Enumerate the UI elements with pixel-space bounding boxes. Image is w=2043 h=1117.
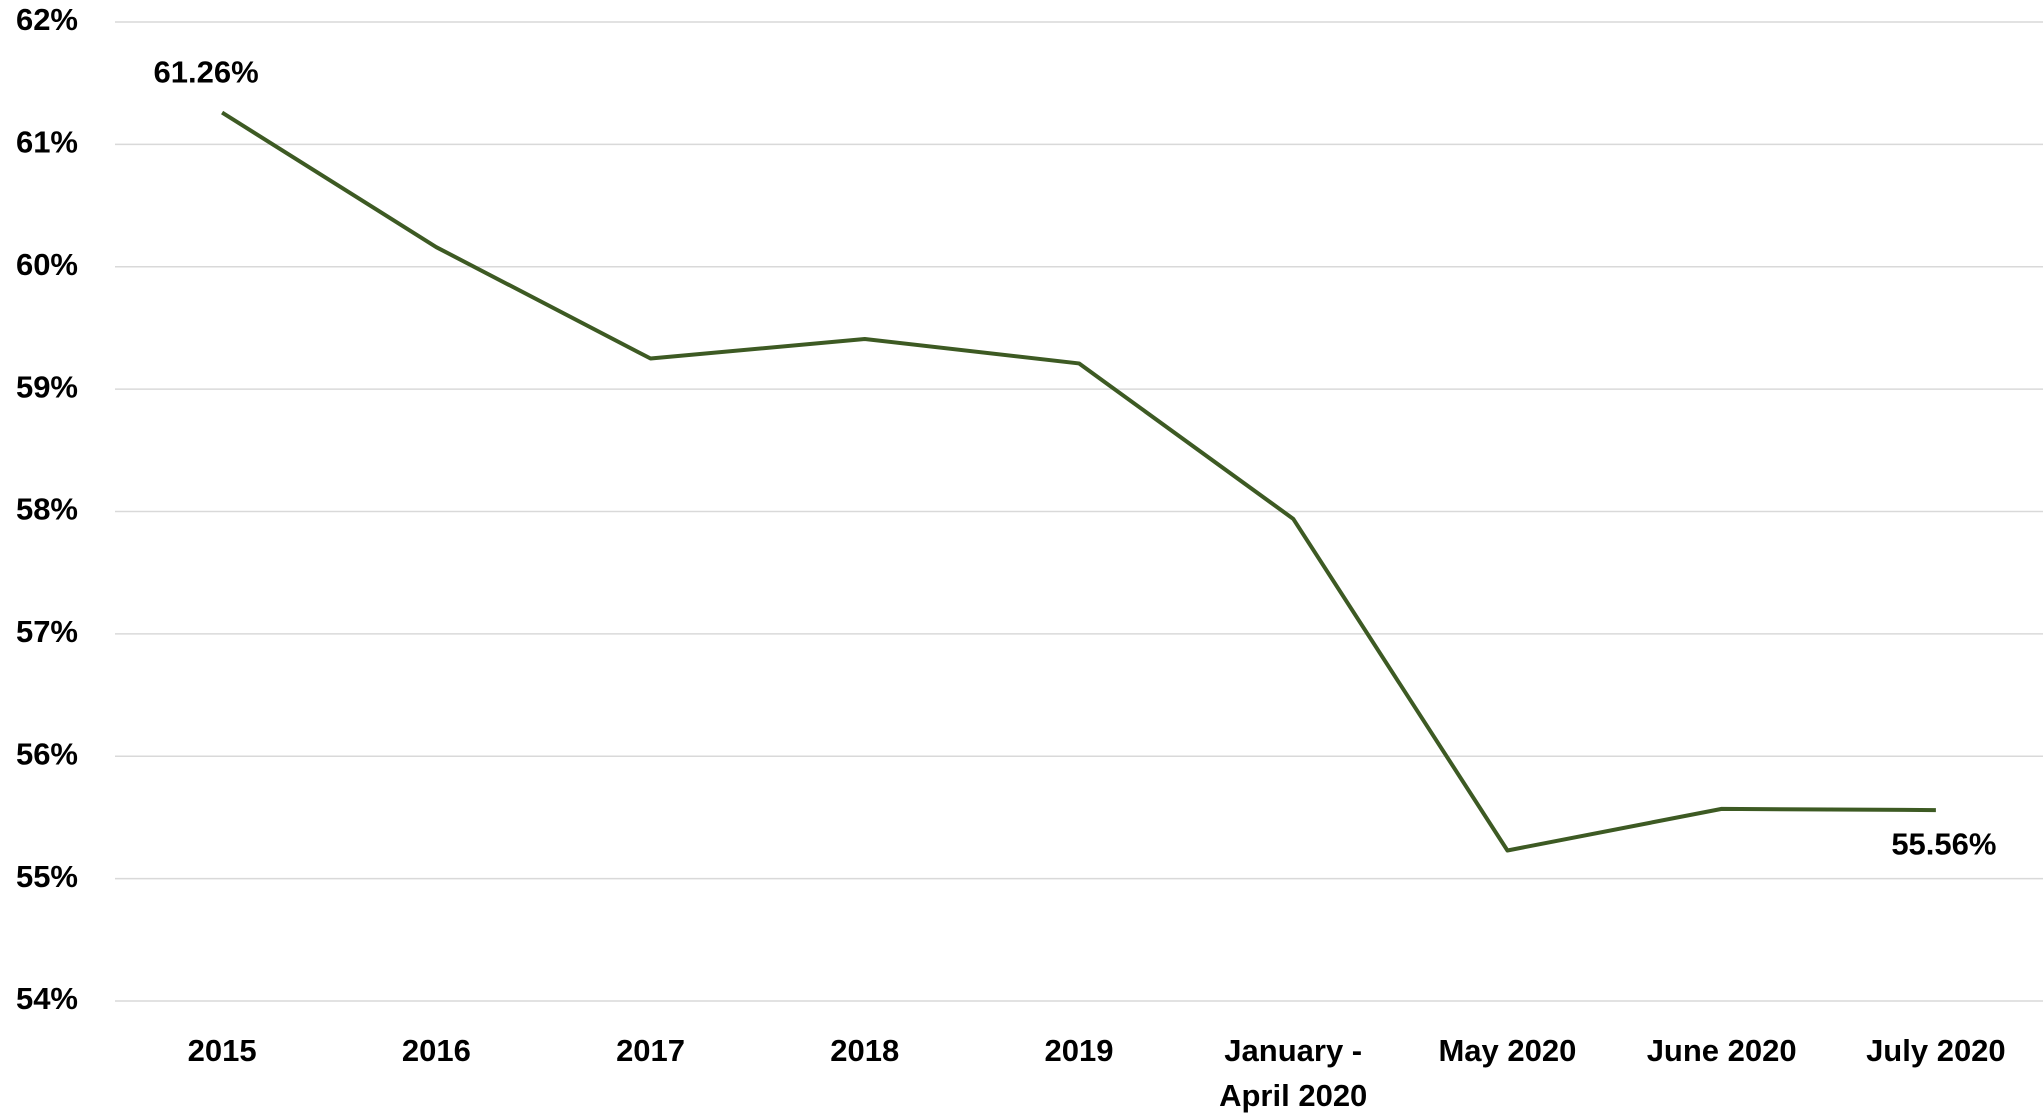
y-tick-label: 59% — [16, 369, 78, 404]
data-label: 55.56% — [1891, 826, 1996, 861]
y-tick-label: 55% — [16, 859, 78, 894]
line — [221, 110, 1936, 853]
y-tick-label: 60% — [16, 247, 78, 282]
y-tick-label: 61% — [16, 125, 78, 160]
x-tick-label: June 2020 — [1646, 1033, 1797, 1068]
y-tick-label: 56% — [16, 736, 78, 771]
x-tick-label: July 2020 — [1866, 1033, 2006, 1068]
x-tick-label: 2015 — [187, 1033, 257, 1068]
y-tick-label: 54% — [16, 981, 78, 1016]
x-tick-label: May 2020 — [1438, 1033, 1577, 1068]
x-tick-label: 2019 — [1044, 1033, 1114, 1068]
y-tick-label: 62% — [16, 2, 78, 37]
x-tick-label: 2018 — [830, 1033, 900, 1068]
y-tick-label: 58% — [16, 492, 78, 527]
y-tick-label: 57% — [16, 614, 78, 649]
x-tick-label: January - April 2020 — [1219, 1033, 1368, 1113]
x-tick-label: 2017 — [616, 1033, 686, 1068]
x-tick-label: 2016 — [401, 1033, 471, 1068]
data-label: 61.26% — [154, 55, 259, 90]
